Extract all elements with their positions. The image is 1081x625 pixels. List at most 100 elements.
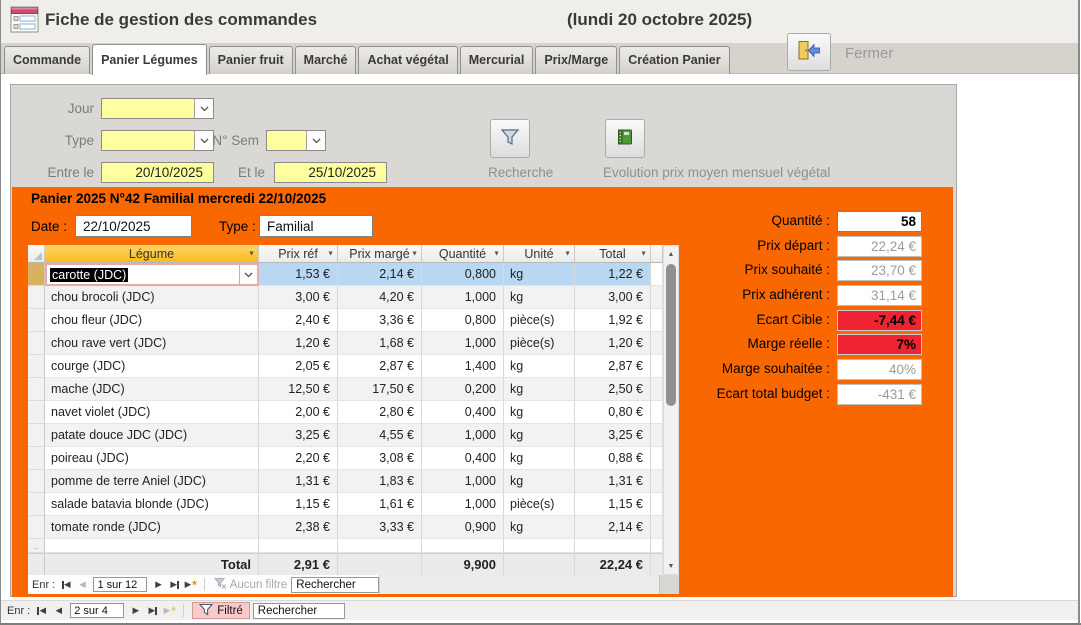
- table-cell[interactable]: 2,38 €: [259, 516, 338, 539]
- panier-date-field[interactable]: 22/10/2025: [75, 215, 192, 237]
- record-position[interactable]: 2 sur 4: [70, 603, 125, 618]
- table-cell[interactable]: kg: [504, 378, 575, 401]
- scroll-up-icon[interactable]: ▲: [667, 250, 675, 258]
- table-cell[interactable]: kg: [504, 355, 575, 378]
- panier-type-field[interactable]: Familial: [259, 215, 373, 237]
- table-cell[interactable]: 3,25 €: [575, 424, 651, 447]
- table-cell[interactable]: 17,50 €: [338, 378, 422, 401]
- tab-prix-marge[interactable]: Prix/Marge: [535, 46, 618, 74]
- table-cell[interactable]: salade batavia blonde (JDC): [45, 493, 259, 516]
- table-cell[interactable]: 2,20 €: [259, 447, 338, 470]
- sort-arrow-icon[interactable]: ▼: [411, 250, 418, 257]
- table-cell[interactable]: pièce(s): [504, 309, 575, 332]
- filter-status[interactable]: Aucun filtre: [213, 577, 287, 592]
- table-cell[interactable]: 0,400: [422, 401, 504, 424]
- new-record-selector[interactable]: ..: [28, 539, 45, 553]
- close-form-button[interactable]: [787, 33, 831, 71]
- table-cell[interactable]: 3,25 €: [259, 424, 338, 447]
- chevron-down-icon[interactable]: [194, 99, 213, 118]
- column-header-total[interactable]: Total ▼: [575, 245, 651, 263]
- table-cell[interactable]: 1,000: [422, 470, 504, 493]
- row-selector[interactable]: [28, 493, 45, 516]
- table-cell[interactable]: 2,80 €: [338, 401, 422, 424]
- row-selector[interactable]: [28, 286, 45, 309]
- table-cell[interactable]: 1,53 €: [259, 263, 338, 286]
- table-cell[interactable]: kg: [504, 401, 575, 424]
- tab-panier-l-gumes[interactable]: Panier Légumes: [92, 44, 207, 75]
- quantit-value[interactable]: 58: [837, 211, 922, 232]
- table-cell[interactable]: 1,31 €: [259, 470, 338, 493]
- row-selector[interactable]: [28, 263, 45, 286]
- table-cell[interactable]: 1,92 €: [575, 309, 651, 332]
- row-selector[interactable]: [28, 401, 45, 424]
- nav-new-record-button[interactable]: ▶ *: [184, 577, 197, 592]
- table-cell[interactable]: 1,83 €: [338, 470, 422, 493]
- table-cell[interactable]: 2,87 €: [575, 355, 651, 378]
- select-all-corner[interactable]: [28, 245, 45, 263]
- nav-prev-button[interactable]: ◀: [79, 579, 86, 590]
- table-cell[interactable]: 3,36 €: [338, 309, 422, 332]
- scroll-down-icon[interactable]: ▼: [667, 562, 675, 570]
- table-cell[interactable]: 2,00 €: [259, 401, 338, 424]
- table-cell[interactable]: 0,800: [422, 263, 504, 286]
- table-cell[interactable]: 0,200: [422, 378, 504, 401]
- row-selector[interactable]: [28, 516, 45, 539]
- table-cell[interactable]: patate douce JDC (JDC): [45, 424, 259, 447]
- chevron-down-icon[interactable]: [239, 265, 257, 284]
- table-cell[interactable]: 1,68 €: [338, 332, 422, 355]
- tab-mercurial[interactable]: Mercurial: [459, 46, 534, 74]
- table-cell[interactable]: kg: [504, 263, 575, 286]
- table-cell[interactable]: 3,08 €: [338, 447, 422, 470]
- table-cell[interactable]: pièce(s): [504, 332, 575, 355]
- chevron-down-icon[interactable]: [306, 131, 325, 150]
- table-cell[interactable]: tomate ronde (JDC): [45, 516, 259, 539]
- scrollbar-thumb[interactable]: [666, 264, 676, 406]
- new-record-row[interactable]: ..: [28, 539, 679, 553]
- search-box[interactable]: Rechercher: [252, 602, 345, 619]
- table-cell[interactable]: [45, 539, 259, 553]
- sort-arrow-icon[interactable]: ▼: [248, 250, 255, 257]
- table-cell[interactable]: [338, 539, 422, 553]
- table-cell[interactable]: [422, 539, 504, 553]
- column-header-unit-[interactable]: Unité ▼: [504, 245, 575, 263]
- sort-arrow-icon[interactable]: ▼: [493, 250, 500, 257]
- table-cell[interactable]: 2,14 €: [575, 516, 651, 539]
- table-cell[interactable]: pièce(s): [504, 493, 575, 516]
- nav-next-button[interactable]: ▶: [132, 605, 139, 616]
- recherche-button[interactable]: [490, 119, 530, 158]
- evolution-button[interactable]: [605, 119, 645, 158]
- table-cell[interactable]: chou fleur (JDC): [45, 309, 259, 332]
- table-cell[interactable]: 1,20 €: [575, 332, 651, 355]
- table-cell[interactable]: 1,31 €: [575, 470, 651, 493]
- jour-combo[interactable]: [101, 98, 214, 119]
- column-header-prix-marg-[interactable]: Prix margé ▼: [338, 245, 422, 263]
- table-cell[interactable]: 1,20 €: [259, 332, 338, 355]
- nav-new-record-button[interactable]: ▶ *: [163, 603, 176, 618]
- table-cell[interactable]: 1,000: [422, 424, 504, 447]
- table-cell[interactable]: 2,05 €: [259, 355, 338, 378]
- table-cell[interactable]: 3,33 €: [338, 516, 422, 539]
- table-cell[interactable]: 4,55 €: [338, 424, 422, 447]
- table-cell[interactable]: 2,14 €: [338, 263, 422, 286]
- table-cell[interactable]: kg: [504, 516, 575, 539]
- table-cell[interactable]: navet violet (JDC): [45, 401, 259, 424]
- table-cell[interactable]: 1,000: [422, 493, 504, 516]
- table-cell[interactable]: [259, 539, 338, 553]
- table-cell[interactable]: 2,50 €: [575, 378, 651, 401]
- date-debut-field[interactable]: 20/10/2025: [101, 162, 214, 183]
- table-cell[interactable]: 1,000: [422, 286, 504, 309]
- nav-first-button[interactable]: ◀: [37, 605, 46, 616]
- table-cell[interactable]: 1,61 €: [338, 493, 422, 516]
- semaine-combo[interactable]: [266, 130, 326, 151]
- table-cell[interactable]: 1,000: [422, 332, 504, 355]
- date-fin-field[interactable]: 25/10/2025: [274, 162, 387, 183]
- chevron-down-icon[interactable]: [194, 131, 213, 150]
- nav-first-button[interactable]: ◀: [62, 579, 71, 590]
- table-cell[interactable]: 4,20 €: [338, 286, 422, 309]
- table-cell[interactable]: 0,900: [422, 516, 504, 539]
- search-box[interactable]: Rechercher: [291, 576, 379, 593]
- table-cell[interactable]: 1,15 €: [575, 493, 651, 516]
- tab-commande[interactable]: Commande: [4, 46, 91, 74]
- table-cell[interactable]: mache (JDC): [45, 378, 259, 401]
- table-cell[interactable]: 1,400: [422, 355, 504, 378]
